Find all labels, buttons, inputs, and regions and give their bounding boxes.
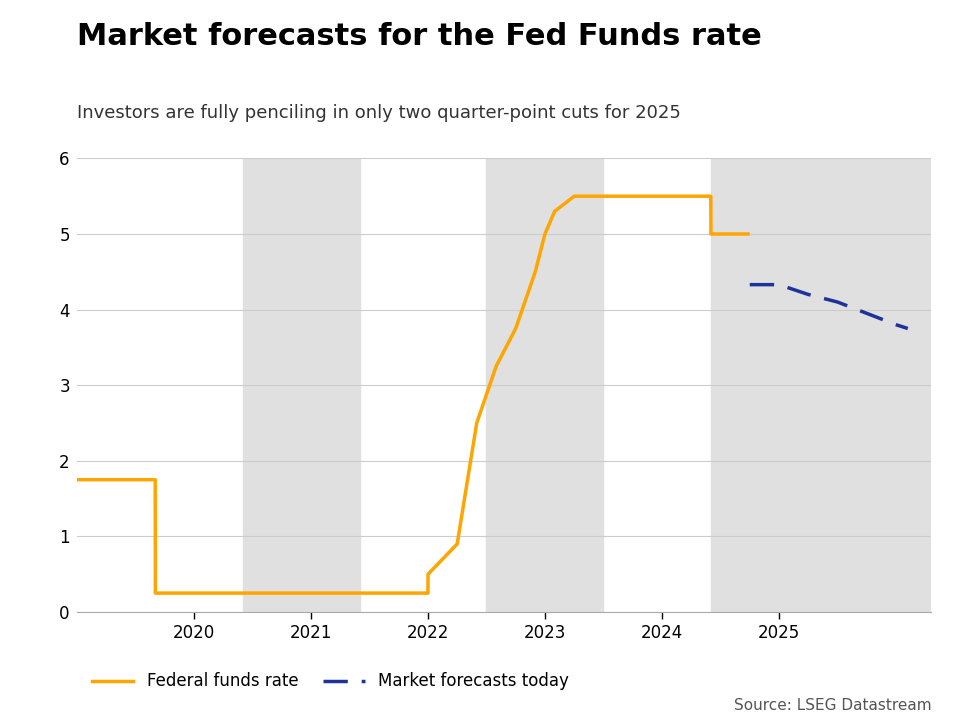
Text: Investors are fully penciling in only two quarter-point cuts for 2025: Investors are fully penciling in only tw… [77, 104, 681, 122]
Bar [487, 158, 604, 612]
Bar [710, 158, 931, 612]
Text: Market forecasts for the Fed Funds rate: Market forecasts for the Fed Funds rate [77, 22, 761, 50]
Bar [243, 158, 360, 612]
Legend: Federal funds rate, Market forecasts today: Federal funds rate, Market forecasts tod… [85, 666, 576, 697]
Text: Source: LSEG Datastream: Source: LSEG Datastream [733, 698, 931, 713]
